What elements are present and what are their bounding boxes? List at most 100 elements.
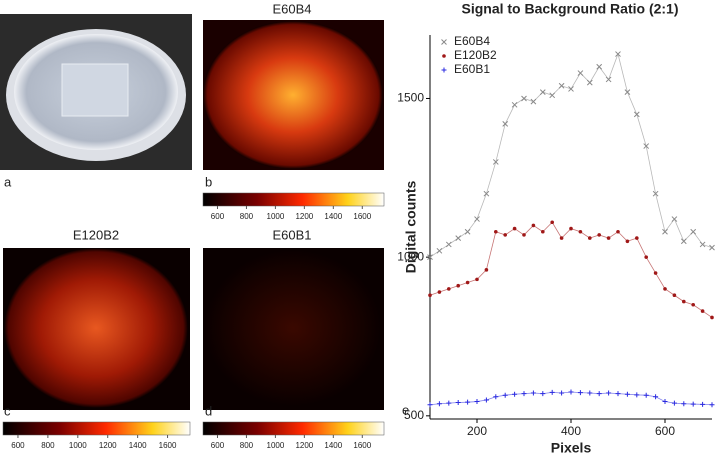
marker xyxy=(550,220,554,225)
marker xyxy=(455,399,461,405)
panel-title: E120B2 xyxy=(73,227,119,242)
marker xyxy=(606,236,611,240)
marker xyxy=(539,89,546,95)
colorbar-tick-label: 800 xyxy=(240,441,254,450)
marker xyxy=(502,392,508,398)
marker xyxy=(596,63,603,70)
marker xyxy=(559,390,565,396)
marker xyxy=(633,111,640,118)
colorbar xyxy=(202,421,385,436)
colorbar-tick-label: 1400 xyxy=(129,441,147,450)
colorbar-tick-label: 600 xyxy=(211,441,225,450)
marker xyxy=(682,299,686,304)
panel-title: E60B4 xyxy=(272,1,311,16)
marker xyxy=(615,51,621,57)
x-axis-label: Pixels xyxy=(551,440,592,456)
marker xyxy=(512,391,518,397)
marker xyxy=(709,402,715,408)
marker xyxy=(475,277,479,282)
marker xyxy=(624,391,630,397)
panel-label: d xyxy=(205,403,212,418)
colorbar-tick-label: 600 xyxy=(211,212,225,221)
marker xyxy=(690,228,697,235)
marker xyxy=(700,401,706,407)
marker xyxy=(587,390,593,396)
marker xyxy=(455,235,462,241)
photo xyxy=(0,14,192,170)
y-tick-label: 1000 xyxy=(397,249,424,263)
panel-label: a xyxy=(4,174,12,189)
marker xyxy=(494,229,498,234)
marker xyxy=(588,236,592,240)
x-tick-label: 600 xyxy=(655,424,675,438)
colorbar-tick-label: 600 xyxy=(11,441,25,450)
marker xyxy=(437,290,442,294)
colorbar-tick-label: 1200 xyxy=(99,441,117,450)
marker xyxy=(465,280,470,285)
marker xyxy=(644,255,648,259)
marker xyxy=(597,233,601,237)
marker xyxy=(568,86,574,92)
marker xyxy=(681,401,687,407)
marker xyxy=(492,159,499,165)
marker xyxy=(596,391,602,397)
marker xyxy=(428,293,432,298)
legend-marker xyxy=(442,54,446,58)
marker xyxy=(568,389,574,395)
series-line xyxy=(429,52,713,258)
y-tick-label: 1500 xyxy=(397,91,424,105)
marker xyxy=(464,228,471,235)
marker xyxy=(427,254,433,261)
marker xyxy=(541,229,545,234)
marker xyxy=(699,241,706,248)
marker xyxy=(577,70,584,76)
marker xyxy=(569,226,573,231)
marker xyxy=(672,293,677,298)
marker xyxy=(540,391,546,397)
marker xyxy=(586,79,593,86)
series-line xyxy=(429,221,713,318)
marker xyxy=(558,82,565,89)
marker xyxy=(624,89,631,95)
marker xyxy=(436,401,442,407)
marker xyxy=(643,143,650,149)
panel-label: b xyxy=(205,174,212,189)
marker xyxy=(512,226,517,231)
marker xyxy=(530,98,537,105)
marker xyxy=(502,121,509,127)
heatmap xyxy=(203,20,384,170)
marker xyxy=(483,397,489,403)
marker xyxy=(483,190,490,197)
marker xyxy=(578,229,583,234)
marker xyxy=(531,223,536,228)
marker xyxy=(700,309,705,313)
colorbar-tick-label: 1000 xyxy=(69,441,87,450)
heatmap xyxy=(203,248,384,410)
marker xyxy=(559,236,564,240)
marker xyxy=(503,233,508,237)
y-tick-label: 500 xyxy=(404,408,424,422)
marker xyxy=(549,92,556,99)
marker xyxy=(691,302,695,307)
marker xyxy=(427,402,433,408)
panel-title: E60B1 xyxy=(272,227,311,242)
marker xyxy=(493,394,499,400)
colorbar-tick-label: 1600 xyxy=(159,441,177,450)
panel-label: e xyxy=(402,402,409,417)
colorbar-tick-label: 1000 xyxy=(267,441,285,450)
marker xyxy=(634,392,640,398)
marker xyxy=(625,239,630,244)
legend-marker xyxy=(441,67,447,73)
colorbar-tick-label: 1600 xyxy=(353,441,371,450)
marker xyxy=(662,399,668,405)
legend-label: E60B4 xyxy=(454,34,490,48)
colorbar xyxy=(2,421,191,436)
colorbar-tick-label: 1400 xyxy=(324,212,342,221)
marker xyxy=(456,283,461,288)
legend-label: E60B1 xyxy=(454,62,490,76)
y-axis-label: Digital counts xyxy=(403,181,419,274)
marker xyxy=(521,391,527,397)
marker xyxy=(445,241,452,248)
marker xyxy=(549,389,555,395)
